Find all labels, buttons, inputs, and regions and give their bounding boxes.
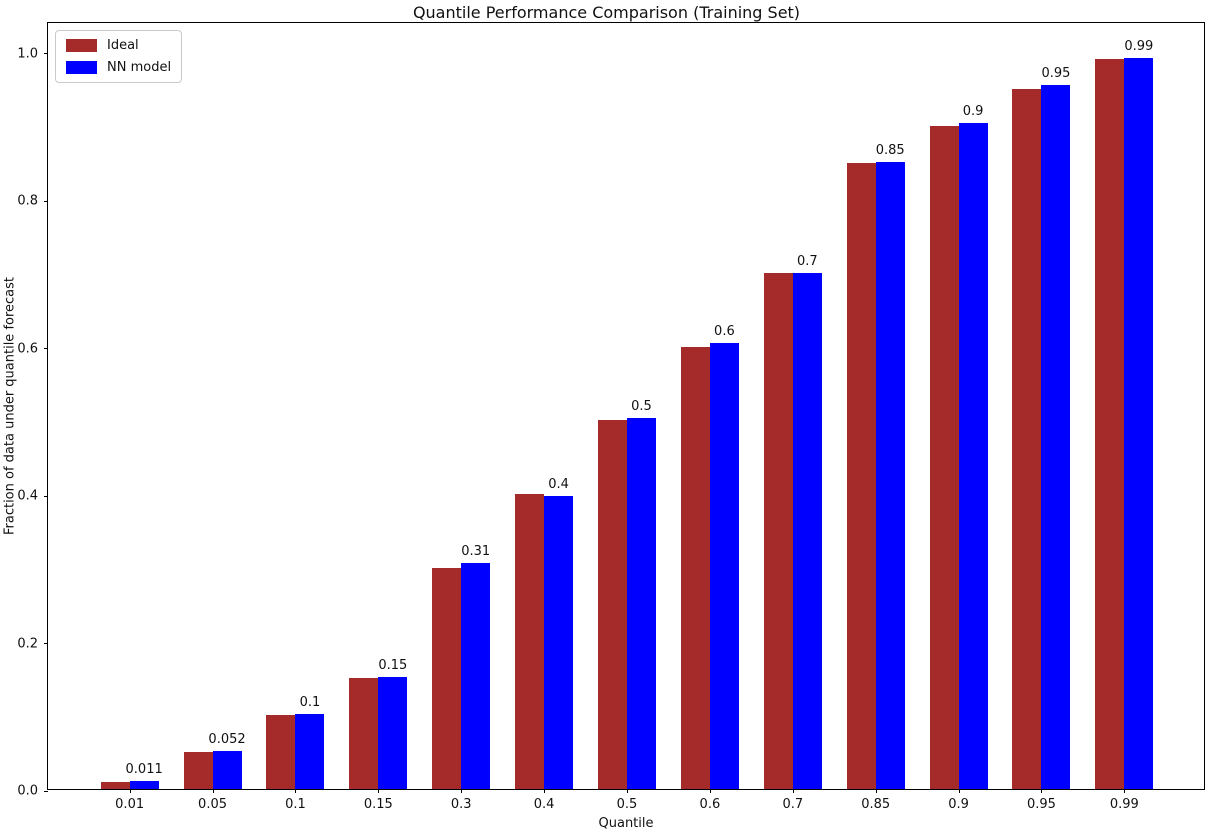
y-tick-label: 0.4 <box>17 488 38 504</box>
x-tick-mark <box>544 789 546 793</box>
legend-item-ideal: Ideal <box>66 38 171 53</box>
y-tick-mark <box>44 495 48 497</box>
bar-nn-model <box>461 563 491 789</box>
bar-value-label: 0.7 <box>796 254 818 270</box>
x-tick-label: 0.7 <box>782 797 804 812</box>
bar-value-label: 0.011 <box>125 761 163 777</box>
bar-nn-model <box>627 418 656 789</box>
bar-value-label: 0.15 <box>378 657 408 673</box>
y-tick-label: 1.0 <box>17 46 38 62</box>
bar-value-label: 0.95 <box>1041 66 1071 82</box>
y-tick-mark <box>44 348 48 350</box>
bar-value-label: 0.99 <box>1124 38 1154 54</box>
bar-nn-model <box>709 343 739 789</box>
x-tick-mark <box>212 789 214 793</box>
bar-ideal <box>1012 88 1042 789</box>
x-tick-label: 0.01 <box>115 797 145 812</box>
x-tick-label: 0.95 <box>1026 797 1056 812</box>
bar-nn-model <box>1124 57 1154 789</box>
bar-nn-model <box>958 123 988 789</box>
y-tick-mark <box>44 643 48 645</box>
bar-ideal <box>929 125 959 789</box>
x-tick-mark <box>378 789 380 793</box>
x-tick-mark <box>129 789 131 793</box>
legend-item-nn-model: NN model <box>66 60 171 75</box>
legend-swatch-ideal <box>66 39 97 52</box>
x-tick-label: 0.1 <box>285 797 306 812</box>
bar-value-label: 0.85 <box>875 142 905 158</box>
y-tick-label: 0.0 <box>17 783 38 799</box>
bar-value-label: 0.31 <box>461 544 491 560</box>
x-tick-label: 0.6 <box>699 797 721 812</box>
y-tick-mark <box>44 790 48 792</box>
x-tick-label: 0.15 <box>363 797 393 812</box>
y-tick-mark <box>44 53 48 55</box>
x-tick-mark <box>875 789 877 793</box>
chart-title: Quantile Performance Comparison (Trainin… <box>412 3 801 22</box>
x-tick-mark <box>792 789 794 793</box>
x-tick-mark <box>461 789 463 793</box>
bar-nn-model <box>129 780 159 789</box>
bar-ideal <box>846 162 876 789</box>
plot-area: 0.011 0.052 0.1 0.15 0.31 0.4 0.5 0.6 0.7 0.85 0.9… <box>3 22 1205 831</box>
bar-nn-model <box>875 161 905 789</box>
x-tick-mark <box>627 789 628 793</box>
bar-nn-model <box>792 273 822 789</box>
x-tick-mark <box>958 789 960 793</box>
bar-ideal <box>597 420 627 789</box>
bar-nn-model <box>295 713 325 789</box>
y-tick-mark <box>44 200 48 202</box>
bar-value-label: 0.5 <box>631 399 652 415</box>
x-tick-label: 0.99 <box>1109 797 1139 812</box>
bar-ideal <box>515 494 545 789</box>
x-tick-label: 0.5 <box>616 797 638 812</box>
x-tick-label: 0.4 <box>533 797 555 812</box>
legend-swatch-nn-model <box>66 61 97 74</box>
bar-nn-model <box>544 495 574 789</box>
x-tick-mark <box>295 789 297 793</box>
bar-ideal <box>100 781 130 789</box>
bar-ideal <box>349 678 379 789</box>
x-tick-mark <box>709 789 711 793</box>
bar-nn-model <box>1041 85 1071 789</box>
y-tick-label: 0.8 <box>17 193 38 209</box>
bar-nn-model <box>378 676 408 789</box>
legend-label-ideal: Ideal <box>107 38 139 53</box>
bar-ideal <box>183 752 213 789</box>
bar-value-label: 0.6 <box>714 324 735 340</box>
legend: Ideal NN model <box>55 30 183 83</box>
x-tick-mark <box>1041 789 1043 793</box>
y-axis-label: Fraction of data under quantile forecast <box>2 276 18 536</box>
bar-value-label: 0.4 <box>548 476 569 492</box>
bar-ideal <box>1095 59 1125 789</box>
x-axis-label: Quantile <box>598 816 654 831</box>
bars-layer: 0.011 0.052 0.1 0.15 0.31 0.4 0.5 0.6 0.7 0.85 0.9… <box>48 23 1204 789</box>
bar-nn-model <box>212 750 242 789</box>
bar-ideal <box>266 715 296 789</box>
bar-value-label: 0.9 <box>962 104 984 120</box>
x-tick-label: 0.05 <box>198 797 228 812</box>
x-tick-mark <box>1124 789 1126 793</box>
bar-ideal <box>432 567 462 789</box>
bar-value-label: 0.1 <box>299 694 321 710</box>
y-tick-label: 0.6 <box>17 341 38 357</box>
bar-value-label: 0.052 <box>208 731 246 747</box>
legend-label-nn-model: NN model <box>107 60 172 75</box>
bar-ideal <box>680 346 710 789</box>
y-tick-label: 0.2 <box>17 636 38 652</box>
x-tick-label: 0.85 <box>861 797 891 812</box>
x-tick-label: 0.9 <box>948 797 969 812</box>
bar-ideal <box>763 273 793 789</box>
x-tick-label: 0.3 <box>450 797 472 812</box>
